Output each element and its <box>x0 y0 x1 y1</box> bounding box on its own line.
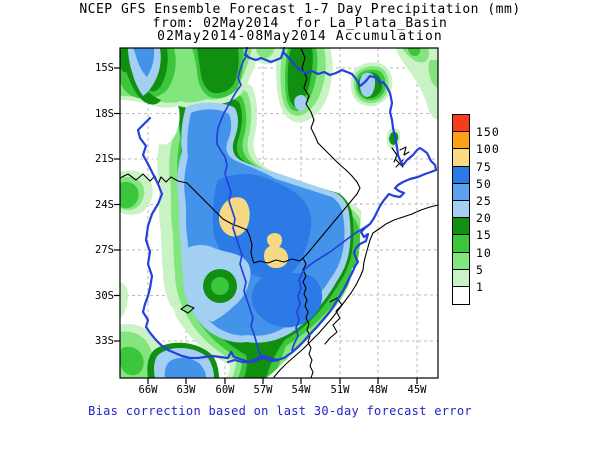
bottom-edge-blue-blob <box>147 342 219 378</box>
lon-label-57W: 57W <box>253 384 273 396</box>
colorbar-label-100: 100 <box>476 142 500 157</box>
lat-label-30S: 30S <box>95 289 114 302</box>
lat-label-27S: 27S <box>95 244 114 256</box>
lon-label-48W: 48W <box>368 384 388 396</box>
lon-label-66W: 66W <box>138 384 158 396</box>
graticule-redraw <box>120 113 438 378</box>
lat-label-24S: 24S <box>95 198 114 211</box>
lat-label-18S: 18S <box>95 107 114 120</box>
colorbar-label-10: 10 <box>476 245 492 260</box>
colorbar-label-50: 50 <box>476 176 492 191</box>
colorbar-label-5: 5 <box>476 262 484 277</box>
figure-title-line3: 02May2014-08May2014 Accumulation <box>157 29 443 44</box>
colorbar-label-150: 150 <box>476 125 500 140</box>
colorbar-label-25: 25 <box>476 194 492 208</box>
west-and-southwest-green-patches <box>119 170 164 378</box>
colorbar-label-15: 15 <box>476 228 492 243</box>
lon-label-60W: 60W <box>215 384 235 396</box>
figure-title-line1: NCEP GFS Ensemble Forecast 1-7 Day Preci… <box>79 2 521 17</box>
colorbar-label-75: 75 <box>476 159 492 174</box>
lat-label-15S: 15S <box>95 62 114 74</box>
lon-label-45W: 45W <box>407 384 427 396</box>
bias-correction-caption: Bias correction based on last 30-day for… <box>88 404 472 418</box>
axis-tick-marks <box>114 67 418 384</box>
basin-boundary-and-rivers <box>136 46 438 364</box>
main-precip-blue-mass <box>177 102 351 343</box>
north-and-east-green-patches <box>276 48 438 149</box>
lon-label-51W: 51W <box>330 384 350 396</box>
colorbar-label-1: 1 <box>476 280 484 294</box>
lon-label-54W: 54W <box>291 384 311 396</box>
figure-title-line2: from: 02May2014 for La_Plata_Basin <box>152 16 448 31</box>
lat-label-21S: 21S <box>95 153 114 165</box>
map-frame <box>119 47 439 379</box>
country-borders <box>119 47 439 379</box>
colorbar-segment-10 <box>452 286 470 306</box>
lon-label-63W: 63W <box>176 384 196 396</box>
lat-label-33S: 33S <box>95 335 114 347</box>
northwest-green-mass <box>120 48 282 108</box>
colorbar-label-20: 20 <box>476 211 492 226</box>
